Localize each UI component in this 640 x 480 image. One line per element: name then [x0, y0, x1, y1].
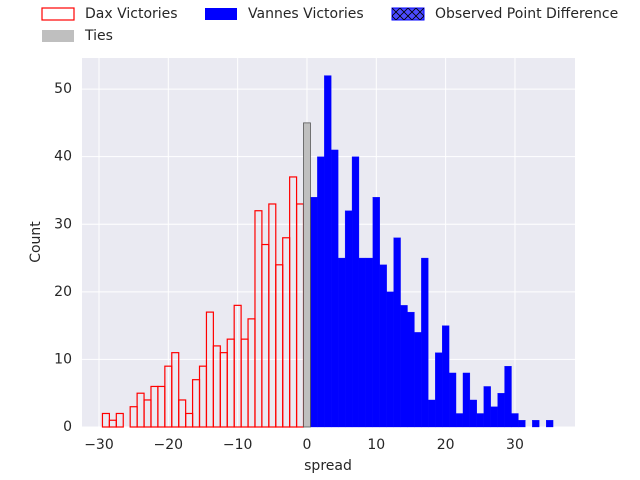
legend-label: Ties: [84, 28, 113, 44]
y-tick-label: 10: [54, 351, 72, 367]
histogram-bar: [344, 210, 353, 428]
histogram-bar: [372, 197, 380, 428]
histogram-bar: [115, 412, 124, 428]
histogram-bar: [476, 413, 484, 428]
histogram-bar: [497, 393, 505, 428]
histogram-bar: [310, 197, 318, 428]
histogram-bar: [504, 366, 512, 428]
histogram-bar: [462, 372, 471, 428]
histogram-bar: [546, 420, 554, 428]
histogram-bar: [414, 332, 422, 428]
histogram-bar: [358, 257, 367, 428]
histogram-bar: [379, 264, 387, 428]
y-axis-label: Count: [28, 221, 44, 263]
x-tick-label: −30: [84, 437, 114, 453]
histogram-bar: [386, 291, 394, 428]
y-tick-label: 50: [54, 81, 72, 97]
histogram-bar: [317, 156, 325, 428]
histogram-bar: [511, 413, 519, 428]
histogram-bar: [435, 352, 443, 428]
legend-label: Dax Victories: [85, 6, 178, 22]
histogram-bar: [421, 257, 429, 428]
histogram-bar: [393, 237, 401, 428]
legend-label: Observed Point Difference: [435, 6, 618, 22]
x-tick-label: −10: [223, 437, 253, 453]
x-tick-label: −20: [154, 437, 184, 453]
x-axis-label: spread: [304, 458, 352, 474]
histogram-bar: [351, 156, 360, 428]
legend-swatch: [42, 30, 74, 42]
y-tick-label: 20: [54, 284, 72, 300]
histogram-bar: [469, 399, 477, 428]
x-tick-label: 20: [437, 437, 455, 453]
y-tick-label: 0: [63, 419, 72, 435]
legend-label: Vannes Victories: [248, 6, 364, 22]
histogram-bar: [407, 311, 415, 428]
histogram-bar: [455, 413, 464, 428]
legend-hatch: [392, 8, 424, 20]
histogram-bar: [338, 257, 346, 428]
y-tick-label: 40: [54, 149, 72, 165]
x-tick-label: 30: [506, 437, 524, 453]
histogram-bar: [518, 420, 526, 428]
histogram-bar: [490, 406, 498, 428]
histogram-bar: [428, 399, 436, 428]
histogram-bar: [400, 305, 408, 428]
legend-swatch: [205, 8, 237, 20]
histogram-bar: [331, 149, 339, 428]
x-tick-label: 0: [303, 437, 312, 453]
histogram-bar: [324, 75, 332, 428]
x-tick-label: 10: [367, 437, 385, 453]
histogram-bar: [483, 386, 491, 428]
histogram-bar: [171, 352, 180, 428]
histogram-bar: [442, 325, 450, 428]
legend-swatch: [41, 7, 75, 21]
histogram-bar: [448, 372, 457, 428]
histogram-bar: [532, 420, 540, 428]
y-tick-label: 30: [54, 216, 72, 232]
histogram-bar: [303, 122, 311, 428]
histogram-bar: [365, 257, 373, 428]
